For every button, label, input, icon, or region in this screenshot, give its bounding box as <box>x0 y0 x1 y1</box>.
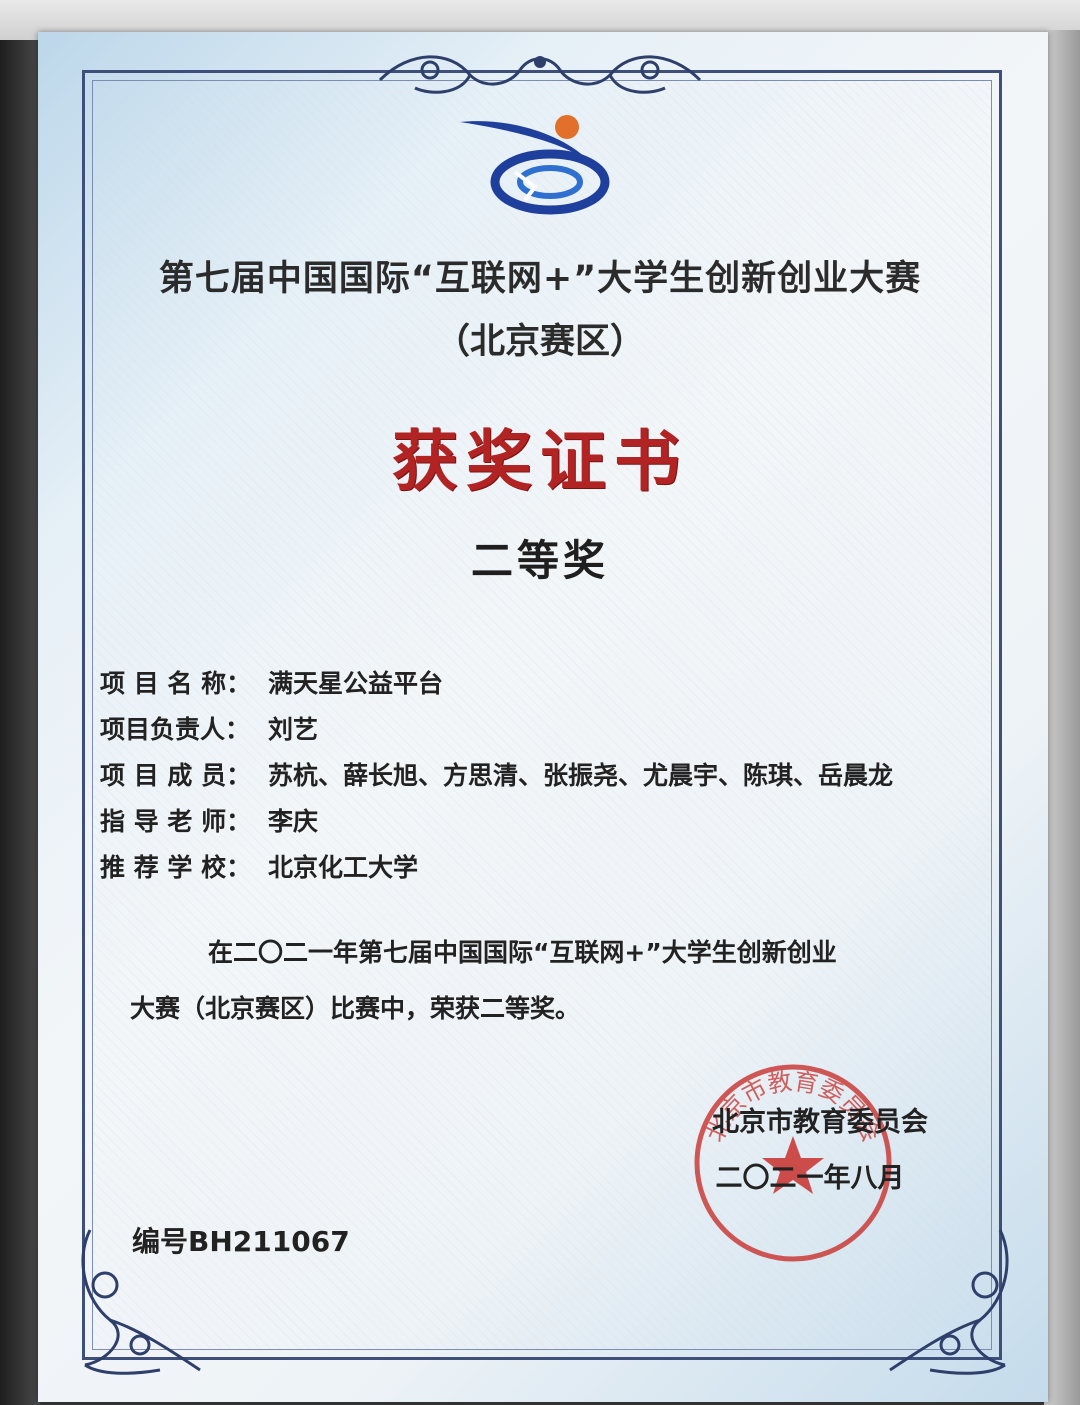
field-value: 苏杭、薛长旭、方思清、张振尧、尤晨宇、陈琪、岳晨龙 <box>268 761 894 790</box>
field-project-members: 项 目 成 员： 苏杭、薛长旭、方思清、张振尧、尤晨宇、陈琪、岳晨龙 <box>100 756 990 802</box>
issue-date: 二〇二一年八月 <box>715 1163 905 1194</box>
award-statement-line: 在二〇二一年第七届中国国际“互联网+”大学生创新创业 <box>208 938 837 967</box>
competition-title: 第七届中国国际“互联网+”大学生创新创业大赛 <box>158 259 922 299</box>
field-label: 项 目 名 称： <box>100 669 252 698</box>
project-info: 项 目 名 称： 满天星公益平台 项目负责人： 刘艺 项 目 成 员： 苏杭、薛… <box>100 664 990 894</box>
award-statement-line: 大赛（北京赛区）比赛中，荣获二等奖。 <box>130 994 581 1023</box>
field-project-name: 项 目 名 称： 满天星公益平台 <box>100 664 990 710</box>
backdrop-left-shadow <box>0 40 40 1405</box>
certificate-inner-frame <box>92 80 992 1350</box>
ornament-bottom-left-icon <box>81 1229 201 1375</box>
award-level: 二等奖 <box>470 536 609 585</box>
field-value: 满天星公益平台 <box>268 669 444 698</box>
competition-region: （北京赛区） <box>434 322 645 362</box>
ornament-top-icon <box>378 55 702 94</box>
certificate-paper <box>38 32 1048 1402</box>
field-project-leader: 项目负责人： 刘艺 <box>100 710 990 756</box>
backdrop-right-edge <box>1044 30 1080 1405</box>
field-value: 北京化工大学 <box>268 853 419 882</box>
field-label: 项目负责人： <box>100 715 251 744</box>
field-value: 刘艺 <box>268 715 319 744</box>
competition-logo-icon <box>460 115 610 215</box>
issuer-name: 北京市教育委员会 <box>712 1107 928 1138</box>
award-statement: 在二〇二一年第七届中国国际“互联网+”大学生创新创业 大赛（北京赛区）比赛中，荣… <box>130 925 950 1037</box>
field-label: 指 导 老 师： <box>100 807 252 836</box>
certificate-serial-number: 编号BH211067 <box>132 1225 350 1258</box>
field-school: 推 荐 学 校： 北京化工大学 <box>100 848 990 894</box>
field-label: 项 目 成 员： <box>100 761 252 790</box>
field-value: 李庆 <box>268 807 319 836</box>
certificate-frame <box>82 70 1002 1360</box>
official-seal-icon: 北京市教育委员会 <box>694 1064 892 1262</box>
ornament-bottom-right-icon <box>889 1229 1009 1375</box>
field-advisor: 指 导 老 师： 李庆 <box>100 802 990 848</box>
certificate-heading: 获奖证书 <box>392 422 688 500</box>
field-label: 推 荐 学 校： <box>100 853 252 882</box>
